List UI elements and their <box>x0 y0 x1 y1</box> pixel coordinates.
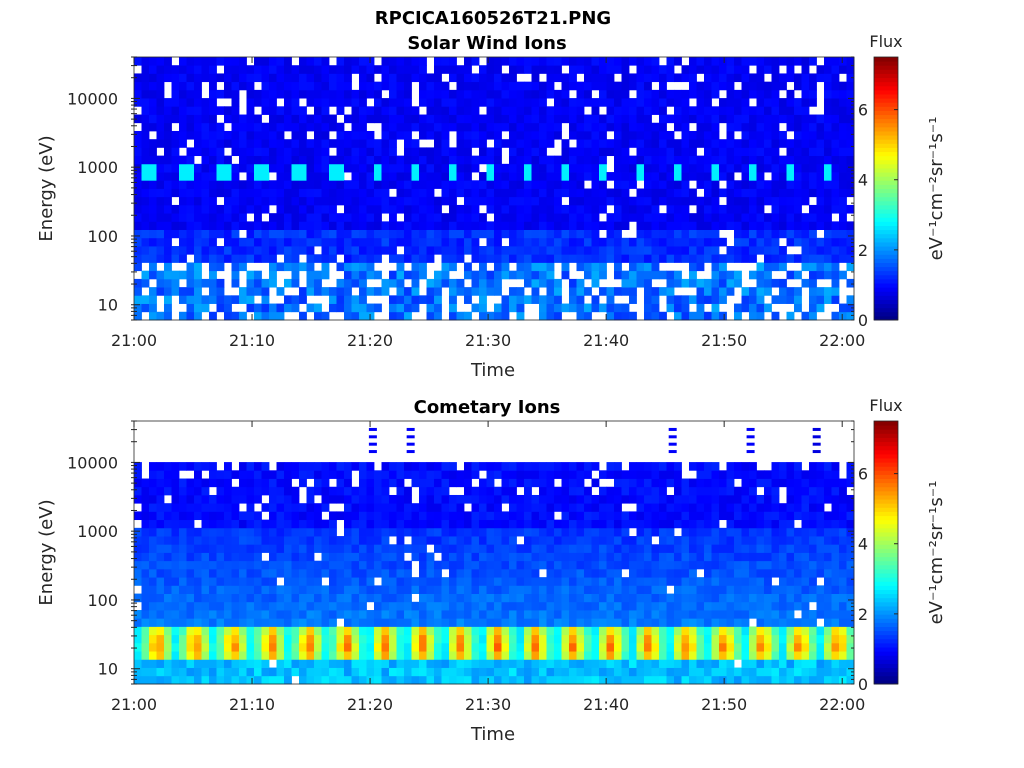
colorbar: 0 2 4 6 Flux eV⁻¹cm⁻²sr⁻¹s⁻¹ <box>858 32 947 330</box>
x-tick-label: 21:10 <box>229 695 275 714</box>
x-tick-label: 21:30 <box>465 695 511 714</box>
x-axis-label: Time <box>470 724 515 745</box>
figure-title: RPCICA160526T21.PNG <box>375 8 611 29</box>
x-tick-label: 21:10 <box>229 331 275 350</box>
y-tick-label: 10 <box>98 660 118 679</box>
y-tick-label: 10 <box>98 296 118 315</box>
x-tick-label: 22:00 <box>819 695 865 714</box>
colorbar-label: Flux <box>869 396 902 415</box>
x-tick-label: 21:00 <box>111 331 157 350</box>
plot-frame <box>133 420 855 685</box>
spectrogram-cells <box>134 427 855 685</box>
x-tick-label: 21:40 <box>583 331 629 350</box>
colorbar-frame <box>873 56 899 321</box>
x-tick-label: 22:00 <box>819 331 865 350</box>
x-tick-label: 21:40 <box>583 695 629 714</box>
colorbar-tick-label: 2 <box>858 241 868 260</box>
colorbar-tick-label: 0 <box>858 675 868 694</box>
x-tick-label: 21:50 <box>701 695 747 714</box>
y-axis-label: Energy (eV) <box>36 135 57 241</box>
colorbar-unit-label: eV⁻¹cm⁻²sr⁻¹s⁻¹ <box>926 481 947 625</box>
x-tick-label: 21:30 <box>465 331 511 350</box>
y-tick-label: 100 <box>87 591 118 610</box>
y-tick-label: 1000 <box>77 158 118 177</box>
x-tick-label: 21:20 <box>347 695 393 714</box>
colorbar-tick-label: 4 <box>858 535 868 554</box>
panel-title: Solar Wind Ions <box>407 33 566 54</box>
x-tick-label: 21:50 <box>701 331 747 350</box>
y-tick-label: 1000 <box>77 522 118 541</box>
colorbar-tick-label: 2 <box>858 605 868 624</box>
x-tick-label: 21:20 <box>347 331 393 350</box>
colorbar-frame <box>873 420 899 685</box>
x-axis-label: Time <box>470 360 515 381</box>
panel-title: Cometary Ions <box>414 397 561 418</box>
spectrogram-cells <box>134 57 855 321</box>
colorbar-unit-label: eV⁻¹cm⁻²sr⁻¹s⁻¹ <box>926 117 947 261</box>
colorbar-tick-label: 6 <box>858 465 868 484</box>
x-tick-label: 21:00 <box>111 695 157 714</box>
plot-frame <box>133 56 855 321</box>
colorbar-tick-label: 6 <box>858 101 868 120</box>
y-axis-label: Energy (eV) <box>36 499 57 605</box>
y-tick-label: 10000 <box>67 89 118 108</box>
colorbar-label: Flux <box>869 32 902 51</box>
colorbar-tick-label: 4 <box>858 171 868 190</box>
colorbar-tick-label: 0 <box>858 311 868 330</box>
colorbar: 0 2 4 6 Flux eV⁻¹cm⁻²sr⁻¹s⁻¹ <box>858 396 947 694</box>
y-tick-label: 100 <box>87 227 118 246</box>
heatmap-panel-1: 21:00 21:10 21:20 21:30 21:40 21:50 22:00 10 100… <box>36 32 947 381</box>
heatmap-panel-2: 21:00 21:10 21:20 21:30 21:40 21:50 22:00 10 100… <box>36 396 947 745</box>
y-tick-label: 10000 <box>67 453 118 472</box>
